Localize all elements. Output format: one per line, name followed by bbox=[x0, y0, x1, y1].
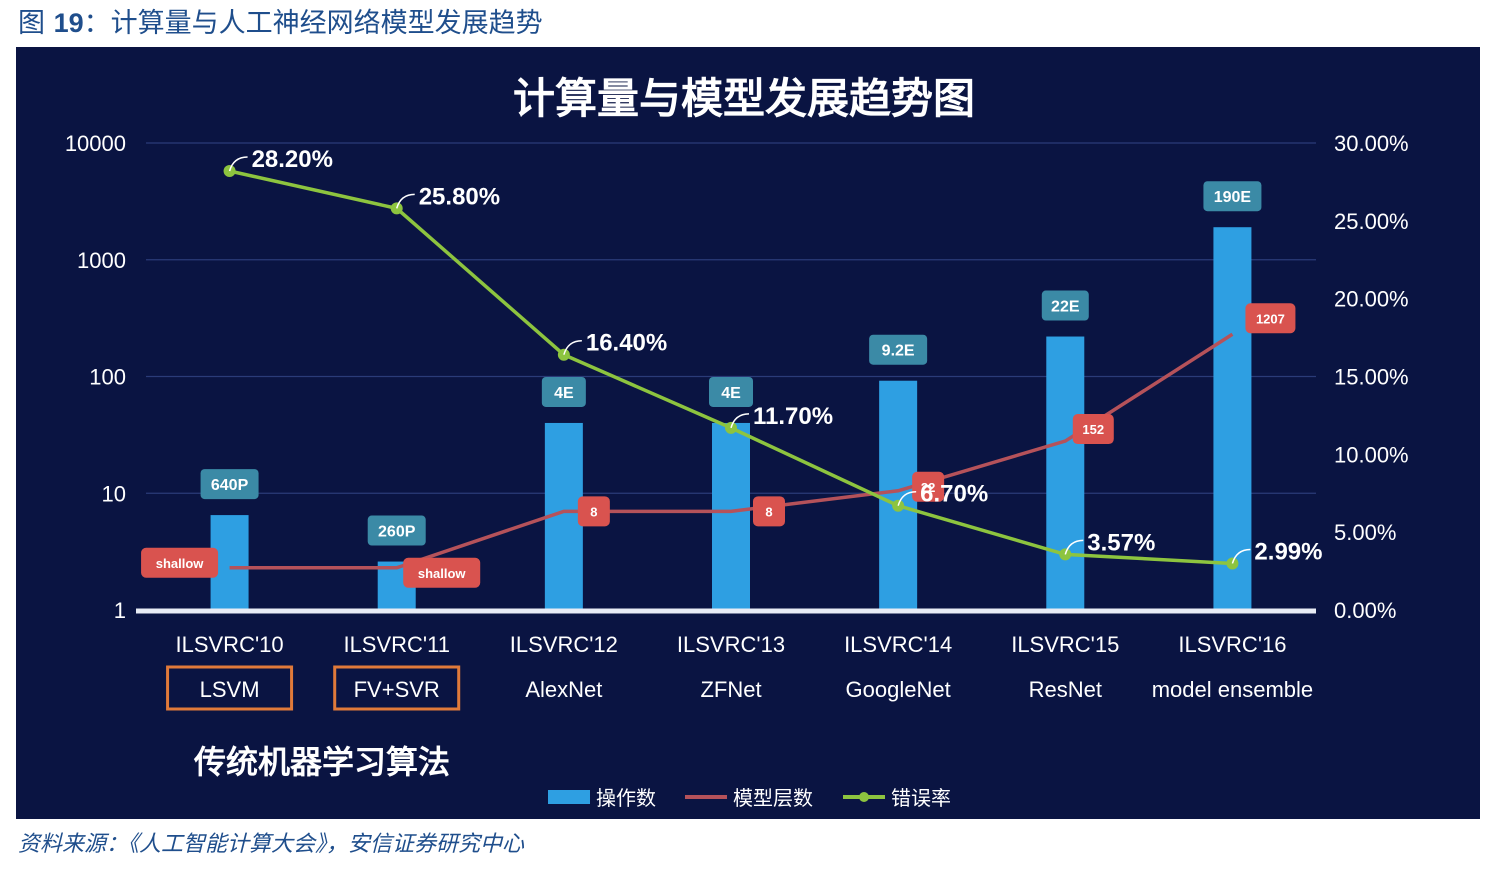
left-axis-tick-label: 1000 bbox=[77, 248, 126, 273]
traditional-model-box bbox=[166, 665, 294, 711]
error-rate-label: 16.40% bbox=[586, 330, 667, 357]
category-year-label: ILSVRC'10 bbox=[175, 632, 283, 657]
error-rate-label: 3.57% bbox=[1087, 529, 1155, 556]
model-layers-label: 8 bbox=[765, 504, 772, 519]
model-layers-tag bbox=[753, 496, 785, 527]
model-layers-line: shallow shallow 8 8 22 152 1207 bbox=[141, 303, 1296, 588]
model-layers-label: 8 bbox=[590, 504, 597, 519]
category-year-label: ILSVRC'16 bbox=[1178, 632, 1286, 657]
error-rate-callout bbox=[730, 413, 750, 429]
right-axis-tick-label: 5.00% bbox=[1334, 520, 1396, 545]
model-layers-tag bbox=[577, 496, 610, 527]
category-labels: ILSVRC'10 LSVM ILSVRC'11 FV+SVR ILSVRC'12 Ale… bbox=[166, 632, 1313, 711]
right-axis-tick-label: 0.00% bbox=[1334, 598, 1396, 623]
error-rate-label: 11.70% bbox=[753, 403, 833, 430]
right-axis-tick-label: 30.00% bbox=[1334, 131, 1409, 156]
bar-value-tag bbox=[541, 376, 586, 407]
right-axis-tick-label: 10.00% bbox=[1334, 442, 1409, 467]
right-axis-tick-label: 20.00% bbox=[1334, 287, 1409, 312]
error-rate-callout bbox=[1064, 539, 1084, 555]
bar-value-label: 190E bbox=[1214, 189, 1252, 206]
left-axis-tick-label: 1 bbox=[114, 598, 126, 623]
error-rate-callout bbox=[395, 193, 415, 209]
bar-value-label: 22E bbox=[1051, 299, 1080, 316]
bar-value-tag bbox=[1041, 290, 1089, 321]
model-layers-tag bbox=[1245, 303, 1296, 334]
bar bbox=[712, 422, 750, 610]
error-rate-label: 2.99% bbox=[1254, 538, 1322, 565]
right-axis-tick-label: 15.00% bbox=[1334, 365, 1409, 390]
error-rate-label: 25.80% bbox=[419, 183, 500, 210]
group-label: 传统机器学习算法 bbox=[193, 743, 450, 781]
chart-svg: 计算量与模型发展趋势图 640P 260P 4E 4E 9.2E 22E 190E shal… bbox=[65, 74, 1409, 810]
bar-value-tag bbox=[367, 515, 426, 546]
chart-panel: 计算量与模型发展趋势图 640P 260P 4E 4E 9.2E 22E 190E shal… bbox=[16, 47, 1480, 819]
model-layers-label: 152 bbox=[1082, 422, 1104, 437]
error-rate-callout bbox=[1231, 548, 1251, 564]
bar-value-tag bbox=[200, 469, 259, 500]
category-model-label: ResNet bbox=[1029, 677, 1102, 702]
bar-value-label: 4E bbox=[554, 385, 574, 402]
bar-value-label: 640P bbox=[211, 477, 249, 494]
source-note: 资料来源：《人工智能计算大会》，安信证券研究中心 bbox=[18, 832, 525, 857]
legend: 操作数 模型层数 错误率 bbox=[548, 786, 951, 810]
error-rate-label: 6.70% bbox=[920, 481, 988, 508]
category-year-label: ILSVRC'14 bbox=[844, 632, 952, 657]
bar-value-tag bbox=[1203, 181, 1262, 212]
category-model-label: model ensemble bbox=[1152, 677, 1313, 702]
error-rate-callout bbox=[897, 490, 917, 506]
model-layers-polyline bbox=[229, 332, 1234, 570]
category-year-label: ILSVRC'13 bbox=[677, 632, 785, 657]
model-layers-tag bbox=[912, 471, 945, 502]
model-layers-tag bbox=[1072, 414, 1114, 445]
error-rate-callout bbox=[228, 156, 248, 172]
chart-title: 计算量与模型发展趋势图 bbox=[513, 74, 975, 123]
bar-value-tag bbox=[869, 334, 928, 365]
category-year-label: ILSVRC'15 bbox=[1011, 632, 1119, 657]
bar-value-label: 260P bbox=[378, 524, 416, 541]
left-axis-tick-label: 10 bbox=[102, 481, 126, 506]
left-axis-tick-label: 100 bbox=[89, 365, 126, 390]
model-layers-tag bbox=[403, 557, 481, 588]
bar bbox=[1213, 227, 1252, 611]
category-year-label: ILSVRC'11 bbox=[343, 632, 450, 657]
category-year-label: ILSVRC'12 bbox=[510, 632, 618, 657]
category-model-label: AlexNet bbox=[525, 677, 602, 702]
figure-label: 图 bbox=[18, 8, 45, 39]
error-rate-label: 28.20% bbox=[252, 146, 333, 173]
figure-caption: ：计算量与人工神经网络模型发展趋势 bbox=[83, 8, 543, 39]
bar-value-label: 9.2E bbox=[882, 343, 915, 360]
legend-label: 错误率 bbox=[891, 786, 951, 810]
axes: 1 10 100 1000 10000 0.00% 5.00% 10.00% 15.00% 20.… bbox=[65, 131, 1409, 623]
category-model-label: FV+SVR bbox=[354, 677, 440, 702]
legend-label: 操作数 bbox=[596, 786, 656, 810]
right-axis-tick-label: 25.00% bbox=[1334, 209, 1409, 234]
category-model-label: GoogleNet bbox=[846, 677, 951, 702]
legend-label: 模型层数 bbox=[733, 786, 813, 810]
legend-bar-swatch bbox=[548, 790, 590, 804]
legend-marker bbox=[859, 792, 869, 802]
model-layers-label: 1207 bbox=[1256, 311, 1285, 326]
bar-value-label: 4E bbox=[721, 385, 741, 402]
model-layers-label: shallow bbox=[418, 566, 467, 581]
model-layers-label: shallow bbox=[156, 556, 205, 571]
error-rate-line: 28.20% 25.80% 16.40% 11.70% 6.70% 3.57% 2.99% bbox=[223, 146, 1322, 570]
bar bbox=[1046, 336, 1085, 610]
model-layers-tag bbox=[141, 547, 219, 578]
traditional-model-box bbox=[333, 665, 461, 711]
left-axis-tick-label: 10000 bbox=[65, 131, 126, 156]
error-rate-callout bbox=[563, 339, 582, 355]
bar-value-tag bbox=[709, 376, 753, 407]
bar bbox=[879, 380, 918, 610]
category-model-label: ZFNet bbox=[700, 677, 761, 702]
category-model-label: LSVM bbox=[200, 677, 260, 702]
figure-number: 19 bbox=[53, 8, 84, 38]
model-layers-label: 22 bbox=[921, 480, 935, 495]
figure-title: 图 19：计算量与人工神经网络模型发展趋势 bbox=[18, 4, 543, 42]
